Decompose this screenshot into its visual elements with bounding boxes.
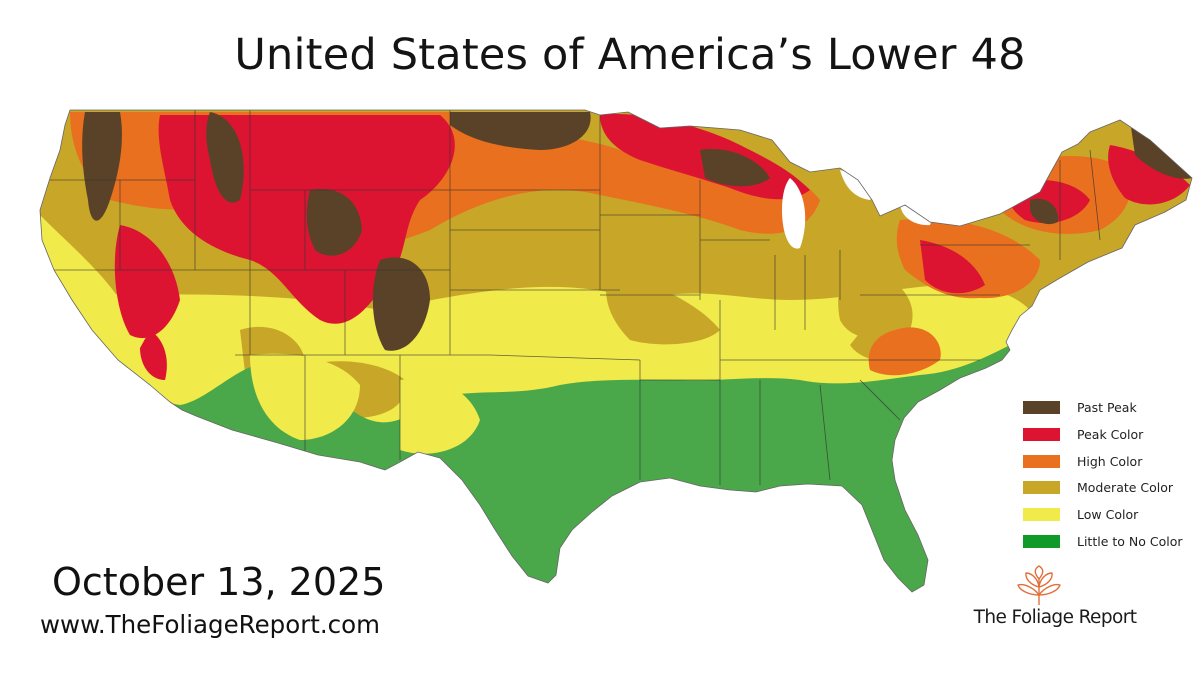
- legend-item-high: High Color: [1023, 452, 1200, 470]
- report-date: October 13, 2025: [52, 560, 386, 604]
- legend-swatch-moderate: [1023, 481, 1060, 495]
- legend-label-past-peak: Past Peak: [1077, 400, 1137, 415]
- legend-label-high: High Color: [1077, 453, 1143, 469]
- legend-swatch-peak: [1023, 427, 1060, 441]
- legend-swatch-past-peak: [1023, 401, 1060, 414]
- legend-item-low: Low Color: [1023, 505, 1200, 523]
- legend-label-peak: Peak Color: [1077, 426, 1144, 442]
- legend-swatch-low: [1023, 508, 1060, 522]
- legend-item-peak: Peak Color: [1023, 425, 1200, 443]
- legend-label-moderate: Moderate Color: [1077, 480, 1174, 496]
- legend-label-low: Low Color: [1077, 507, 1139, 523]
- leaf-logo-icon: [1017, 565, 1061, 605]
- legend-item-past-peak: Past Peak: [1023, 398, 1200, 416]
- legend-item-moderate: Moderate Color: [1023, 478, 1200, 496]
- map-title: United States of America’s Lower 48: [234, 30, 1026, 80]
- legend-swatch-high: [1023, 454, 1060, 468]
- website-url: www.TheFoliageReport.com: [40, 610, 381, 639]
- legend-item-none: Little to No Color: [1023, 532, 1200, 550]
- legend-label-none: Little to No Color: [1077, 533, 1183, 549]
- legend-swatch-none: [1023, 534, 1060, 548]
- brand-name: The Foliage Report: [973, 607, 1137, 628]
- legend: Past Peak Peak Color High Color Moderate…: [1023, 398, 1200, 559]
